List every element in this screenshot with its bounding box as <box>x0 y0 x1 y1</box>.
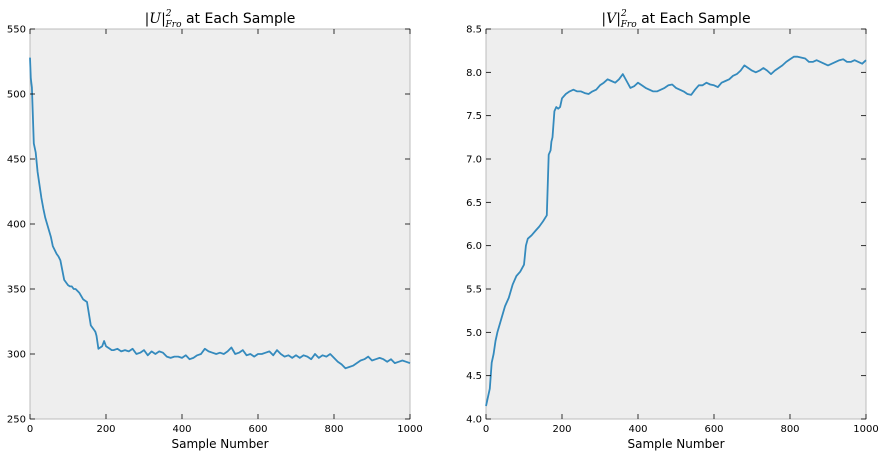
title-math-base: |U| <box>145 11 166 27</box>
plot-area <box>29 28 411 420</box>
y-tick-label: 4.0 <box>466 415 482 426</box>
y-tick-label: 500 <box>7 90 26 101</box>
x-tick-label: 600 <box>704 424 723 435</box>
y-tick-label: 8.5 <box>466 25 482 36</box>
x-tick-label: 400 <box>628 424 647 435</box>
x-tick-label: 200 <box>96 424 115 435</box>
y-tick-label: 7.0 <box>466 155 482 166</box>
x-tick-label: 0 <box>27 424 33 435</box>
title-math-sub: Fro <box>620 20 638 30</box>
title-text: at Each Sample <box>182 11 296 27</box>
chart-panel-2: 0 200 400 600 800 1000 4.0 4.5 5.0 5.5 6.0 6.5 7.0 7.… <box>466 9 879 451</box>
x-axis-label: Sample Number <box>171 437 268 451</box>
title-text: at Each Sample <box>637 11 751 27</box>
y-tick-label: 5.5 <box>466 285 482 296</box>
title-math-sup: 2 <box>620 9 627 19</box>
title-math-base: |V| <box>601 11 621 27</box>
y-tick-label: 5.0 <box>466 328 482 339</box>
chart-title: |V|2 Fro at Each Sample <box>601 9 750 30</box>
y-tick-label: 450 <box>7 155 26 166</box>
x-tick-label: 0 <box>483 424 489 435</box>
series-line <box>485 55 867 407</box>
x-tick-label: 1000 <box>853 424 878 435</box>
x-tick-label: 1000 <box>397 424 422 435</box>
y-tick-label: 4.5 <box>466 371 482 382</box>
series-line <box>29 57 411 370</box>
x-tick-label: 400 <box>172 424 191 435</box>
x-axis-label: Sample Number <box>627 437 724 451</box>
x-tick-label: 600 <box>248 424 267 435</box>
y-tick-label: 7.5 <box>466 111 482 122</box>
x-tick-label: 800 <box>324 424 343 435</box>
title-math-sup: 2 <box>165 9 172 19</box>
title-math-sub: Fro <box>165 20 183 30</box>
y-tick-label: 8.0 <box>466 68 482 79</box>
plot-area <box>485 28 867 420</box>
y-tick-label: 300 <box>7 350 26 361</box>
x-tick-label: 200 <box>552 424 571 435</box>
y-tick-label: 400 <box>7 220 26 231</box>
chart-title: |U|2 Fro at Each Sample <box>145 9 296 30</box>
y-tick-label: 250 <box>7 415 26 426</box>
y-tick-label: 6.5 <box>466 198 482 209</box>
x-tick-label: 800 <box>780 424 799 435</box>
y-tick-label: 350 <box>7 285 26 296</box>
y-tick-label: 550 <box>7 25 26 36</box>
y-tick-label: 6.0 <box>466 241 482 252</box>
chart-panel-1: 0 200 400 600 800 1000 250 300 350 400 450 500 550 Sa… <box>7 9 423 451</box>
